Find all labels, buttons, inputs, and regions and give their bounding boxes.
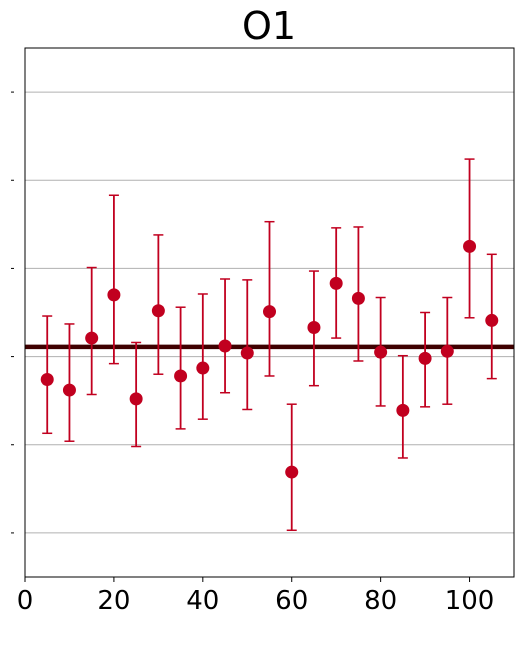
- data-point: [196, 361, 210, 375]
- data-point: [174, 369, 188, 383]
- x-tick-label: 60: [275, 586, 308, 616]
- data-point: [329, 276, 343, 290]
- data-point: [218, 339, 232, 353]
- data-point-group: [396, 354, 410, 459]
- data-point: [85, 331, 99, 345]
- data-point: [263, 305, 276, 319]
- data-point: [463, 239, 477, 253]
- data-point-group: [307, 270, 321, 387]
- data-point: [129, 392, 143, 406]
- chart-title: O1: [242, 4, 296, 48]
- data-point: [485, 313, 499, 327]
- series-layer: [40, 158, 499, 532]
- data-point: [107, 288, 121, 302]
- data-point-group: [129, 341, 143, 448]
- data-point: [418, 351, 432, 365]
- data-point: [62, 383, 76, 397]
- data-point: [374, 345, 388, 359]
- data-point-group: [62, 323, 76, 442]
- x-tick-label: 0: [17, 586, 34, 616]
- x-tick-label: 80: [364, 586, 397, 616]
- data-point-group: [463, 158, 477, 319]
- data-point-group: [440, 296, 454, 405]
- y-axis: [11, 91, 14, 534]
- x-tick-label: 20: [97, 586, 130, 616]
- data-point-group: [374, 296, 388, 407]
- data-point-group: [107, 194, 121, 365]
- data-point: [240, 346, 254, 360]
- data-point: [40, 373, 54, 387]
- data-point-group: [485, 253, 499, 380]
- data-point-group: [329, 227, 343, 339]
- x-tick-label: 40: [186, 586, 219, 616]
- data-point: [151, 304, 165, 318]
- data-point-group: [218, 278, 232, 394]
- data-point-group: [40, 315, 54, 435]
- data-point-group: [196, 293, 210, 420]
- data-point-group: [285, 403, 299, 532]
- data-point: [351, 291, 365, 305]
- data-point: [396, 403, 410, 417]
- x-tick-label: 100: [445, 586, 495, 616]
- data-point-group: [418, 311, 432, 408]
- x-axis: 0 20 40 60 80 100: [17, 577, 495, 616]
- data-point: [307, 320, 321, 334]
- data-point-group: [174, 306, 188, 430]
- plot-frame: [24, 47, 515, 578]
- data-point-group: [240, 279, 254, 411]
- data-point: [440, 344, 454, 358]
- data-point-group: [351, 226, 365, 362]
- data-point-group: [151, 234, 165, 375]
- data-point-group: [263, 220, 276, 377]
- data-point: [285, 465, 299, 479]
- data-point-group: [85, 266, 99, 396]
